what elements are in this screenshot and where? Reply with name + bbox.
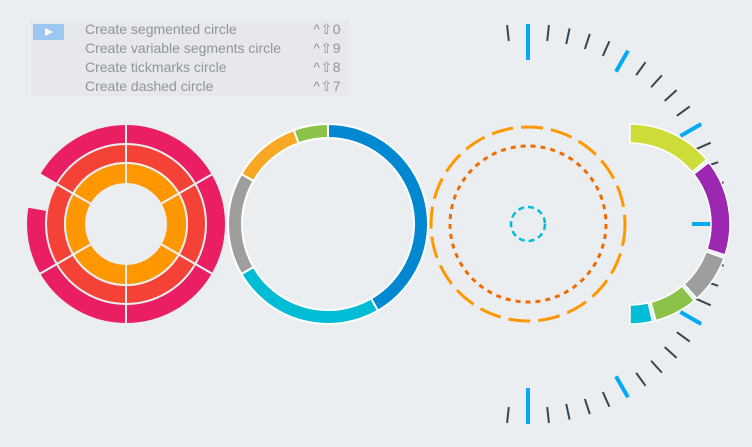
partial-segment <box>692 161 731 256</box>
menu-item-label: Create segmented circle <box>85 21 237 37</box>
segmented-circle <box>25 122 227 326</box>
partial-segmented-circle <box>629 123 731 325</box>
tickmark-minor <box>676 331 691 343</box>
variable-segment <box>240 265 380 325</box>
tickmark-minor <box>664 89 678 102</box>
tickmarks-circle <box>506 24 728 424</box>
tickmark-minor <box>635 61 647 76</box>
tickmark-minor <box>583 33 591 50</box>
menu-item-shortcut: ^⇧8 <box>313 59 341 75</box>
tickmark-major <box>614 375 630 399</box>
tickmark-minor <box>546 24 550 42</box>
menu-item-label: Create variable segments circle <box>85 40 282 56</box>
tickmark-minor <box>601 40 611 57</box>
tickmark-minor <box>650 360 663 374</box>
partial-segment <box>650 284 696 322</box>
dashed-circle <box>429 125 627 323</box>
menu-item-shortcut: ^⇧9 <box>313 40 341 56</box>
tickmark-minor <box>650 74 663 88</box>
tickmark-major <box>679 122 703 138</box>
variable-segments-circle <box>227 122 429 325</box>
menu-item-create-tickmarks-circle[interactable]: Create tickmarks circle ^⇧8 <box>31 58 349 77</box>
menu-item-shortcut: ^⇧0 <box>313 21 341 37</box>
tickmark-major <box>614 49 630 73</box>
tickmark-minor <box>565 28 571 45</box>
tickmark-minor <box>635 372 647 387</box>
menu-item-label: Create dashed circle <box>85 78 214 94</box>
tickmark-minor <box>695 297 712 307</box>
variable-segment <box>292 122 329 145</box>
tickmark-minor <box>676 105 691 117</box>
partial-segment <box>629 302 654 325</box>
variable-segment <box>240 128 300 183</box>
dashed-circle-middle <box>448 144 608 304</box>
tickmark-minor <box>546 406 550 424</box>
tickmark-minor <box>506 24 510 42</box>
tickmark-minor <box>583 398 591 415</box>
menu-item-label: Create tickmarks circle <box>85 59 227 75</box>
tickmark-minor <box>664 346 678 359</box>
variable-segment <box>327 122 429 312</box>
partial-segment <box>683 250 725 300</box>
tickmark-minor <box>506 406 510 424</box>
partial-segment <box>629 123 708 173</box>
tickmark-minor <box>565 403 571 420</box>
tickmark-major <box>679 310 703 326</box>
segmented-inner-segment <box>71 161 127 206</box>
dashed-circle-outer <box>429 125 627 323</box>
play-button[interactable] <box>33 24 64 40</box>
shortcut-menu: Create segmented circle ^⇧0 Create varia… <box>31 20 349 96</box>
menu-item-create-dashed-circle[interactable]: Create dashed circle ^⇧7 <box>31 77 349 96</box>
variable-segment <box>227 172 255 276</box>
menu-item-create-variable-segments-circle[interactable]: Create variable segments circle ^⇧9 <box>31 39 349 58</box>
tickmark-minor <box>601 391 611 408</box>
dashed-circle-inner <box>509 205 547 243</box>
tickmark-minor <box>695 141 712 151</box>
menu-item-shortcut: ^⇧7 <box>313 78 341 94</box>
menu-item-create-segmented-circle[interactable]: Create segmented circle ^⇧0 <box>31 20 349 39</box>
